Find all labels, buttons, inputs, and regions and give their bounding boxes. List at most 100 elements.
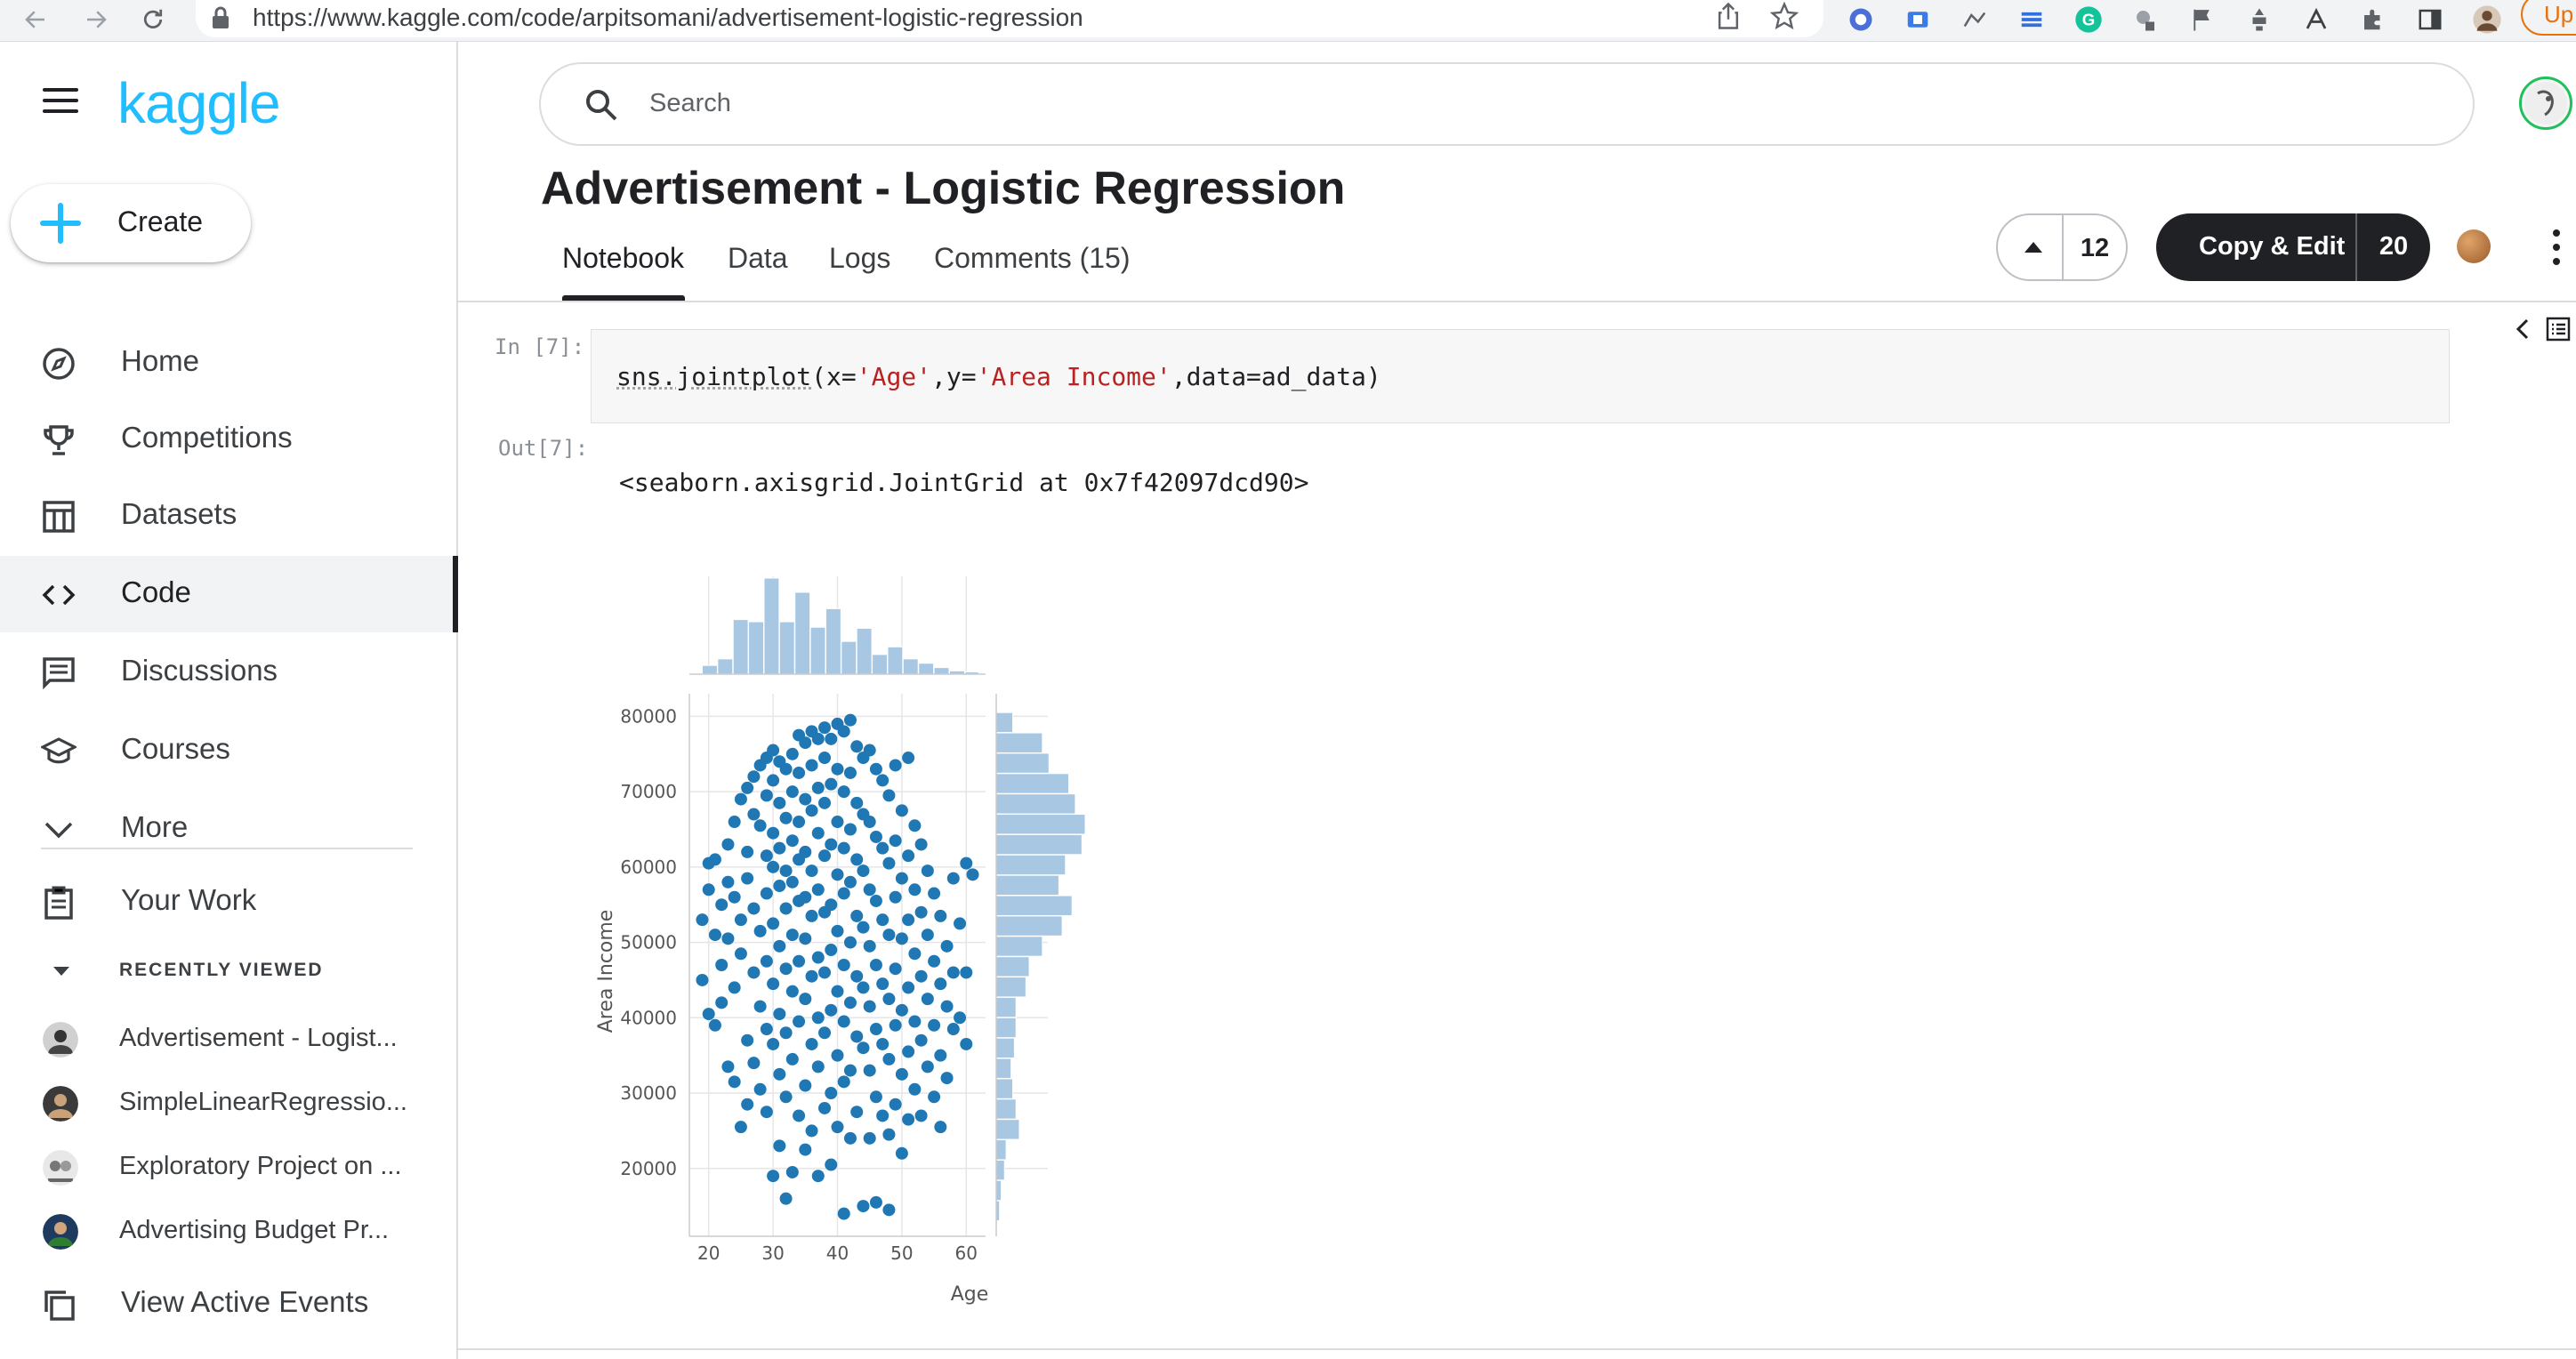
scatter-point (838, 785, 850, 798)
menu-icon[interactable] (43, 88, 78, 117)
sidebar-item-home[interactable]: Home (0, 325, 456, 401)
scatter-point (882, 993, 895, 1005)
recent-item[interactable]: SimpleLinearRegressio... (0, 1074, 456, 1130)
reload-icon[interactable] (137, 4, 169, 36)
scatter-point (934, 977, 946, 990)
scatter-point (960, 857, 972, 870)
bookmark-star-icon[interactable] (1770, 2, 1799, 35)
scatter-point (908, 1083, 921, 1096)
sidebar-item-courses[interactable]: Courses (0, 712, 456, 789)
y-hist-bar (996, 957, 1029, 977)
sidebar-item-your-work[interactable]: Your Work (0, 864, 456, 940)
share-icon[interactable] (1715, 2, 1742, 35)
scatter-point (896, 872, 908, 885)
scatter-point (890, 834, 902, 847)
code-cell[interactable]: sns.jointplot(x='Age',y='Area Income',da… (591, 329, 2450, 423)
recently-viewed-header[interactable]: RECENTLY VIEWED (0, 949, 456, 993)
scatter-point (806, 1124, 818, 1137)
update-button[interactable]: Up (2521, 0, 2576, 36)
lock-icon[interactable] (210, 5, 231, 35)
scatter-point (799, 891, 811, 904)
extension-6-icon[interactable] (2129, 4, 2161, 36)
more-options-icon[interactable] (2553, 229, 2562, 265)
forward-icon[interactable] (80, 4, 112, 36)
side-panel-icon[interactable] (2414, 4, 2446, 36)
tab-data[interactable]: Data (728, 242, 788, 275)
sidebar-item-code[interactable]: Code (0, 556, 456, 632)
recent-item[interactable]: Exploratory Project on ... (0, 1138, 456, 1194)
url-text[interactable]: https://www.kaggle.com/code/arpitsomani/… (253, 4, 1083, 32)
upvote-button[interactable]: 12 (1996, 213, 2128, 281)
scatter-point (825, 838, 837, 850)
scatter-point (902, 913, 914, 926)
scatter-point (882, 1053, 895, 1065)
profile-avatar-icon[interactable] (2471, 4, 2503, 36)
caret-down-icon (53, 967, 69, 976)
scatter-point (780, 1090, 793, 1103)
copy-and-edit-button[interactable]: Copy & Edit 20 (2156, 213, 2430, 281)
recent-item[interactable]: Advertisement - Logist... (0, 1009, 456, 1066)
user-avatar-icon (43, 1086, 78, 1122)
scatter-point (864, 940, 876, 953)
puzzle-icon[interactable] (2357, 4, 2389, 36)
extension-3-icon[interactable] (1959, 4, 1991, 36)
sidebar-item-more[interactable]: More (0, 791, 456, 867)
scatter-point (850, 740, 863, 752)
extension-9-icon[interactable] (2300, 4, 2332, 36)
message-icon (41, 655, 76, 691)
x-hist-bar (857, 628, 872, 674)
tab-notebook[interactable]: Notebook (562, 242, 684, 275)
code-text[interactable]: sns.jointplot(x='Age',y='Area Income',da… (616, 362, 1381, 391)
y-hist-bar (996, 834, 1082, 854)
sidebar-item-discussions[interactable]: Discussions (0, 634, 456, 711)
search-bar[interactable]: Search (539, 62, 2475, 146)
graduation-cap-icon (41, 734, 76, 769)
scatter-point (747, 902, 760, 914)
back-icon[interactable] (20, 4, 52, 36)
runtime-status-icon[interactable] (2457, 229, 2491, 263)
scatter-point (844, 824, 857, 836)
scatter-point (741, 872, 753, 885)
scatter-point (902, 752, 914, 764)
extension-1-icon[interactable] (1845, 4, 1877, 36)
scatter-point (715, 959, 728, 971)
input-prompt: In [7]: (495, 334, 584, 359)
scatter-point (703, 1008, 715, 1020)
scatter-point (876, 1109, 889, 1122)
x-hist-bar (702, 665, 717, 674)
scatter-point (902, 981, 914, 993)
create-button[interactable]: Create (11, 184, 251, 262)
tab-comments[interactable]: Comments (15) (934, 242, 1131, 275)
sidebar-item-label: Home (121, 344, 199, 378)
kaggle-logo[interactable]: kaggle (117, 70, 280, 136)
chevron-left-icon[interactable] (2514, 317, 2532, 342)
sidebar-item-competitions[interactable]: Competitions (0, 401, 456, 478)
scatter-point (870, 895, 882, 907)
scatter-point (818, 966, 831, 978)
scatter-point (896, 804, 908, 816)
scatter-point (934, 910, 946, 922)
scatter-point (890, 891, 902, 904)
extension-2-icon[interactable] (1902, 4, 1934, 36)
scatter-point (960, 966, 972, 978)
x-tick-label: 20 (697, 1242, 720, 1264)
address-bar[interactable]: https://www.kaggle.com/code/arpitsomani/… (196, 0, 1823, 37)
x-hist-bar (934, 668, 949, 674)
user-avatar[interactable] (2519, 76, 2572, 130)
table-of-contents-icon[interactable] (2546, 317, 2571, 342)
flag-icon[interactable] (2186, 4, 2218, 36)
recent-item[interactable]: Advertising Budget Pr... (0, 1202, 456, 1258)
extension-8-icon[interactable] (2243, 4, 2275, 36)
sidebar-item-view-active-events[interactable]: View Active Events (0, 1266, 456, 1342)
scatter-point (793, 1109, 805, 1122)
scatter-point (709, 853, 721, 865)
scatter-point (857, 1200, 869, 1212)
sidebar-item-datasets[interactable]: Datasets (0, 478, 456, 554)
scatter-point (864, 744, 876, 757)
scatter-point (941, 940, 954, 953)
extension-4-icon[interactable] (2016, 4, 2048, 36)
tab-logs[interactable]: Logs (829, 242, 890, 275)
search-input[interactable]: Search (649, 89, 731, 118)
y-hist-bar (996, 1058, 1011, 1078)
grammarly-icon[interactable]: G (2073, 4, 2105, 36)
